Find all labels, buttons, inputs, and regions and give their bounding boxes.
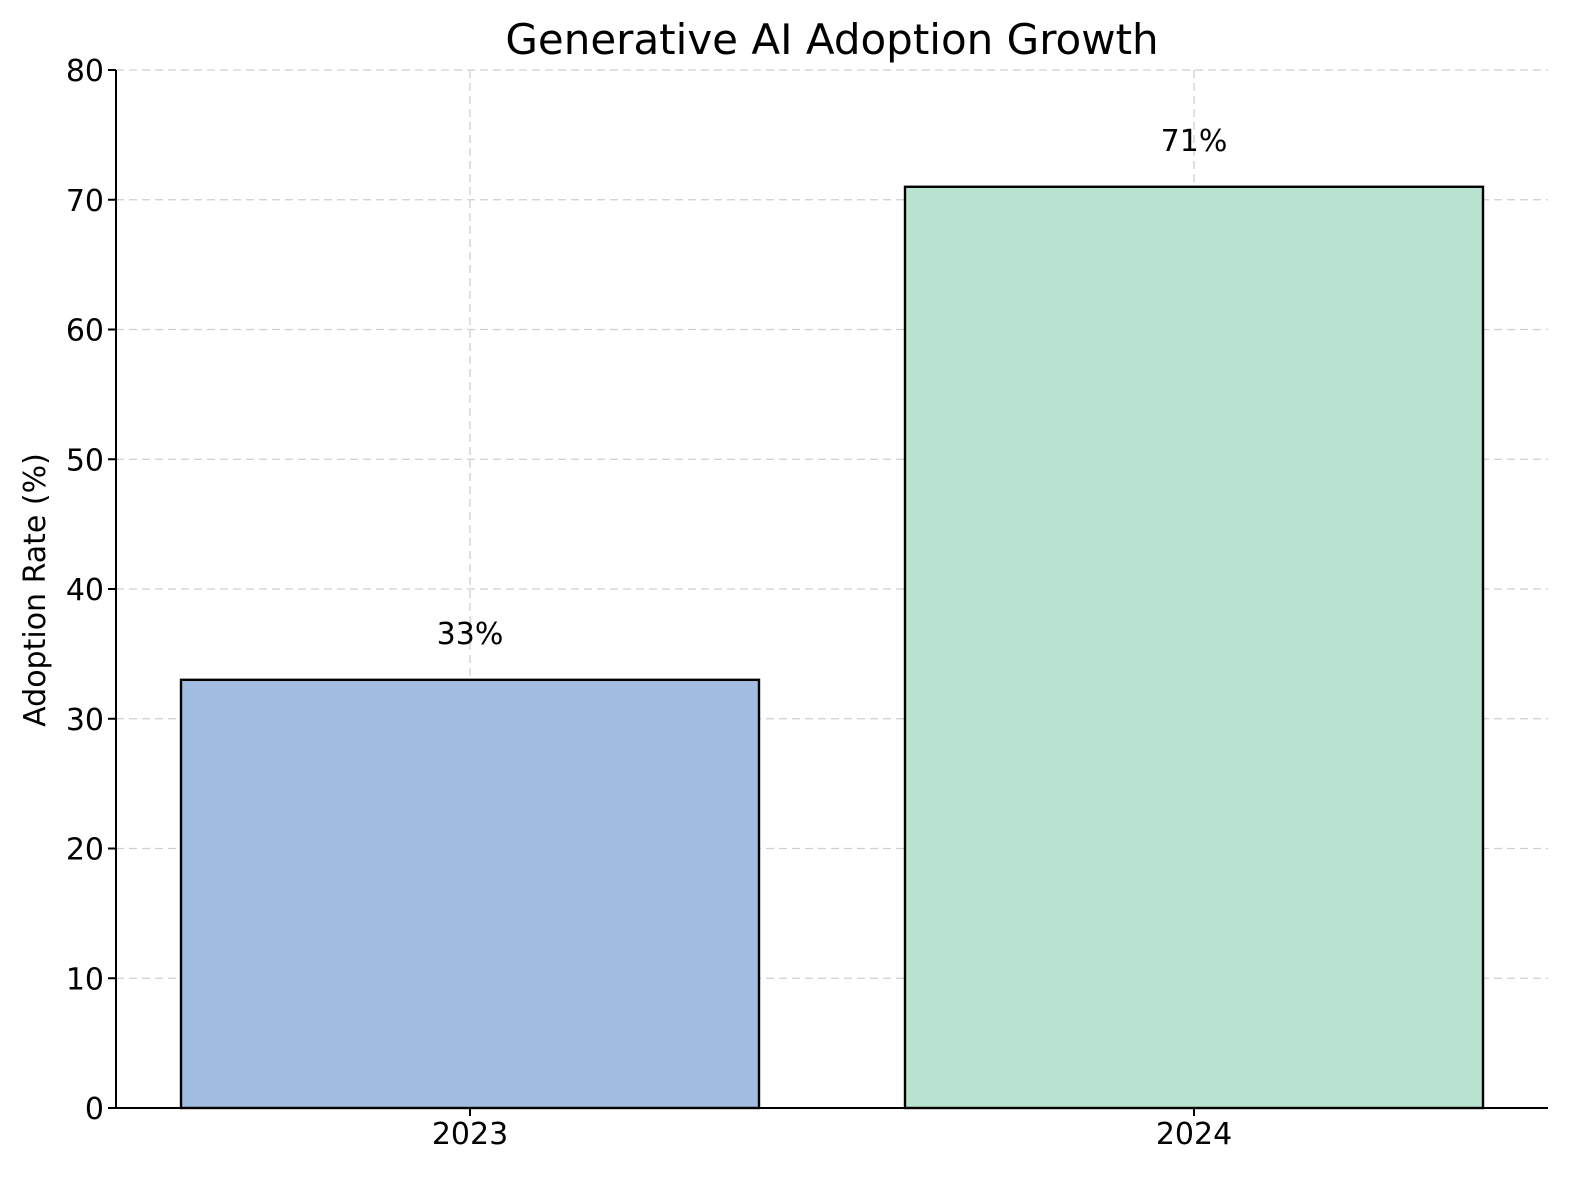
y-tick-label: 30 bbox=[66, 703, 104, 738]
y-tick-label: 80 bbox=[66, 54, 104, 89]
data-label: 71% bbox=[1161, 124, 1228, 159]
y-axis-label: Adoption Rate (%) bbox=[18, 453, 53, 727]
labels-layer: 0 10 20 30 40 50 60 70 80 33% 2023 71% 2024 bbox=[66, 54, 1232, 1152]
y-tick-label: 10 bbox=[66, 962, 104, 997]
data-label: 33% bbox=[437, 617, 504, 652]
y-tick-label: 0 bbox=[85, 1092, 104, 1127]
chart-title: Generative AI Adoption Growth bbox=[505, 15, 1158, 64]
y-tick-label: 60 bbox=[66, 314, 104, 349]
y-tick-label: 20 bbox=[66, 833, 104, 868]
y-tick-label: 70 bbox=[66, 184, 104, 219]
axes-layer bbox=[108, 69, 1548, 1116]
bar-2023 bbox=[179, 678, 761, 1110]
x-tick-label: 2024 bbox=[1156, 1117, 1232, 1152]
bar-2024 bbox=[903, 185, 1485, 1110]
y-tick-label: 50 bbox=[66, 443, 104, 478]
x-tick-label: 2023 bbox=[432, 1117, 508, 1152]
y-tick-label: 40 bbox=[66, 573, 104, 608]
bars-layer bbox=[179, 185, 1485, 1110]
